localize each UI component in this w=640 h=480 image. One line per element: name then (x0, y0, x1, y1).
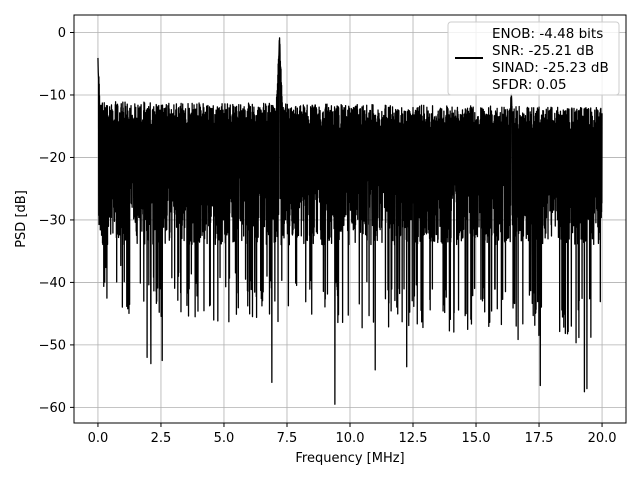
x-tick-label: 2.5 (151, 431, 172, 446)
x-tick-label: 5.0 (214, 431, 235, 446)
legend-entry-snr: SNR: -25.21 dB (492, 43, 594, 59)
y-tick-label: −40 (39, 276, 66, 291)
x-tick-label: 20.0 (588, 431, 617, 446)
x-axis-label: Frequency [MHz] (295, 451, 404, 466)
x-tick-label: 17.5 (525, 431, 554, 446)
x-tick-label: 15.0 (462, 431, 491, 446)
y-axis-label: PSD [dB] (14, 190, 29, 248)
legend-entry-sinad: SINAD: -25.23 dB (492, 60, 609, 76)
x-tick-label: 7.5 (277, 431, 298, 446)
y-tick-label: −20 (39, 151, 66, 166)
x-tick-label: 12.5 (399, 431, 428, 446)
x-axis: 0.0 2.5 5.0 7.5 10.0 12.5 15.0 17.5 20.0 (88, 423, 617, 446)
y-axis: 0 −10 −20 −30 −40 −50 −60 (39, 26, 74, 416)
legend: ENOB: -4.48 bits SNR: -25.21 dB SINAD: -… (447, 21, 620, 96)
x-tick-label: 0.0 (88, 431, 109, 446)
legend-entry-sfdr: SFDR: 0.05 (492, 77, 567, 93)
y-tick-label: 0 (58, 26, 66, 41)
y-tick-label: −60 (39, 401, 66, 416)
legend-entry-enob: ENOB: -4.48 bits (492, 26, 603, 42)
y-tick-label: −50 (39, 338, 66, 353)
y-tick-label: −10 (39, 88, 66, 103)
x-tick-label: 10.0 (336, 431, 365, 446)
y-tick-label: −30 (39, 213, 66, 228)
psd-line (97, 37, 603, 405)
legend-box (447, 21, 620, 96)
psd-series (97, 37, 603, 405)
